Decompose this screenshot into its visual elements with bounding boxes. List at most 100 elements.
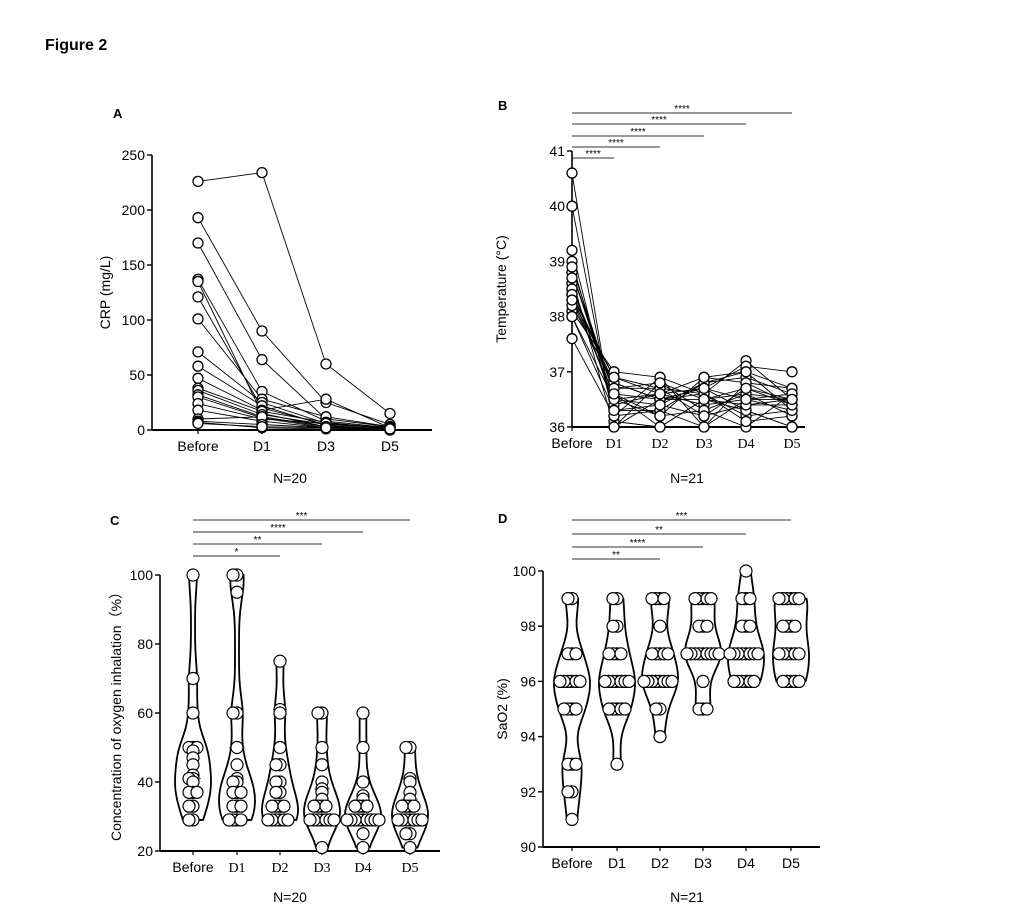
y-tick-label-a: 250	[122, 147, 146, 163]
data-point-c	[226, 706, 240, 720]
significance-label-d: **	[655, 525, 663, 536]
panel-label-a: A	[113, 106, 123, 121]
data-point-a	[256, 325, 268, 337]
subject-line-b	[571, 310, 793, 417]
data-point-d	[700, 702, 714, 716]
y-tick-label-d: 100	[513, 563, 537, 579]
data-point-d	[688, 591, 702, 606]
y-tick-label-d: 90	[520, 839, 536, 855]
data-point-d	[569, 647, 583, 661]
data-point-a	[320, 393, 332, 405]
data-point-c	[234, 785, 248, 799]
x-tick-label-d: D2	[651, 855, 669, 871]
data-point-d	[700, 619, 714, 633]
significance-label-b: ****	[674, 104, 690, 115]
x-tick-label-a: D1	[253, 438, 271, 454]
data-point-d	[561, 785, 575, 799]
data-point-b	[608, 388, 620, 400]
data-point-b	[740, 382, 752, 395]
significance-label-c: *	[235, 547, 239, 558]
data-point-d	[696, 674, 710, 689]
data-point-a	[192, 275, 204, 288]
subject-line-a	[197, 365, 391, 430]
subject-line-b	[571, 294, 793, 400]
data-point-d	[598, 674, 612, 689]
data-point-d	[614, 647, 628, 661]
data-point-c	[230, 585, 244, 599]
y-axis-label-b: Temperature (°C)	[493, 235, 509, 343]
data-point-c	[399, 827, 413, 841]
significance-label-d: **	[612, 550, 620, 561]
data-point-d	[606, 619, 620, 633]
data-point-d	[649, 702, 663, 716]
data-point-b	[608, 371, 620, 383]
n-label-a: N=20	[273, 470, 307, 486]
subject-line-a	[197, 416, 391, 430]
data-point-b	[698, 421, 710, 433]
subject-line-a	[197, 172, 391, 414]
subject-line-b	[571, 283, 792, 406]
data-point-a	[192, 175, 204, 188]
data-point-c	[415, 813, 429, 827]
x-tick-label-b: D4	[737, 437, 754, 452]
y-tick-label-b: 41	[549, 143, 565, 159]
data-point-b	[654, 421, 666, 433]
data-point-c	[281, 813, 295, 827]
x-tick-label-c: D2	[271, 861, 288, 876]
panel-label-c: C	[110, 513, 120, 528]
y-tick-label-d: 98	[520, 618, 536, 634]
y-tick-label-c: 60	[137, 705, 153, 721]
y-tick-label-c: 40	[137, 774, 153, 790]
data-point-d	[680, 647, 694, 661]
y-tick-label-c: 80	[137, 636, 153, 652]
data-point-c	[182, 813, 196, 827]
data-point-b	[786, 421, 798, 433]
data-point-d	[751, 647, 765, 661]
data-point-d	[747, 674, 761, 689]
data-point-d	[610, 757, 624, 771]
data-point-a	[192, 372, 204, 384]
y-tick-label-d: 96	[520, 673, 536, 689]
data-point-a	[192, 237, 204, 249]
data-point-b	[698, 410, 710, 422]
data-point-b	[566, 200, 578, 212]
y-tick-label-b: 39	[549, 253, 565, 269]
data-point-c	[395, 799, 409, 813]
data-point-b	[566, 167, 578, 179]
data-point-c	[315, 740, 329, 755]
data-point-c	[222, 813, 236, 827]
subject-line-b	[571, 305, 793, 428]
data-point-a	[192, 417, 204, 430]
data-point-d	[743, 619, 757, 633]
x-tick-label-c: D4	[354, 861, 371, 876]
data-point-b	[566, 261, 578, 273]
data-point-c	[234, 813, 248, 827]
x-tick-label-d: D1	[608, 855, 626, 871]
data-point-c	[391, 813, 405, 827]
x-tick-label-b: D1	[605, 437, 622, 452]
data-point-d	[772, 647, 786, 661]
data-point-d	[622, 674, 636, 689]
data-point-d	[661, 647, 675, 661]
data-point-d	[645, 647, 659, 661]
x-tick-label-d: Before	[551, 855, 592, 871]
data-point-c	[269, 785, 283, 799]
data-point-b	[654, 377, 666, 389]
significance-label-b: ****	[651, 115, 667, 126]
x-tick-label-b: D2	[651, 437, 668, 452]
data-point-c	[360, 799, 374, 813]
data-point-b	[698, 371, 710, 383]
significance-label-c: ****	[270, 523, 286, 534]
data-point-c	[186, 568, 200, 582]
data-point-c	[230, 740, 244, 755]
subject-line-a	[197, 318, 391, 428]
data-point-b	[566, 272, 578, 284]
data-point-b	[740, 415, 752, 428]
y-tick-label-a: 150	[122, 257, 146, 273]
data-point-d	[704, 591, 718, 606]
data-point-c	[273, 706, 287, 720]
x-tick-label-c: Before	[172, 859, 213, 875]
subject-line-a	[197, 377, 391, 429]
data-point-c	[356, 706, 370, 720]
data-point-c	[319, 799, 333, 813]
